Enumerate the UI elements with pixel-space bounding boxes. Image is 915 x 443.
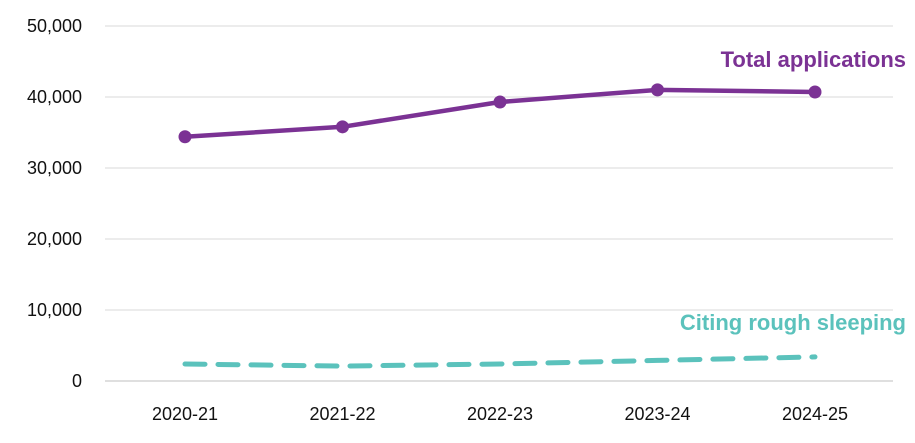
y-tick-label: 30,000 bbox=[27, 158, 82, 178]
x-tick-label: 2022-23 bbox=[467, 404, 533, 424]
series-line bbox=[182, 354, 818, 369]
data-point bbox=[178, 130, 192, 144]
y-axis: 0 10,000 20,000 30,000 40,000 50,000 bbox=[27, 16, 82, 391]
x-tick-label: 2021-22 bbox=[309, 404, 375, 424]
x-tick-label: 2023-24 bbox=[624, 404, 690, 424]
y-tick-label: 40,000 bbox=[27, 87, 82, 107]
y-tick-label: 0 bbox=[72, 371, 82, 391]
data-point bbox=[651, 83, 664, 97]
x-axis: 2020-21 2021-22 2022-23 2023-24 2024-25 bbox=[152, 404, 848, 424]
x-tick-label: 2024-25 bbox=[782, 404, 848, 424]
data-point bbox=[493, 95, 507, 109]
data-point bbox=[808, 85, 822, 99]
data-point bbox=[336, 120, 349, 134]
series-label: Total applications bbox=[721, 47, 906, 72]
y-tick-label: 20,000 bbox=[27, 229, 82, 249]
x-tick-label: 2020-21 bbox=[152, 404, 218, 424]
y-tick-label: 10,000 bbox=[27, 300, 82, 320]
series-group bbox=[178, 83, 822, 369]
series-label: Citing rough sleeping bbox=[680, 310, 906, 335]
y-tick-label: 50,000 bbox=[27, 16, 82, 36]
series-labels: Total applications Citing rough sleeping bbox=[680, 47, 906, 335]
